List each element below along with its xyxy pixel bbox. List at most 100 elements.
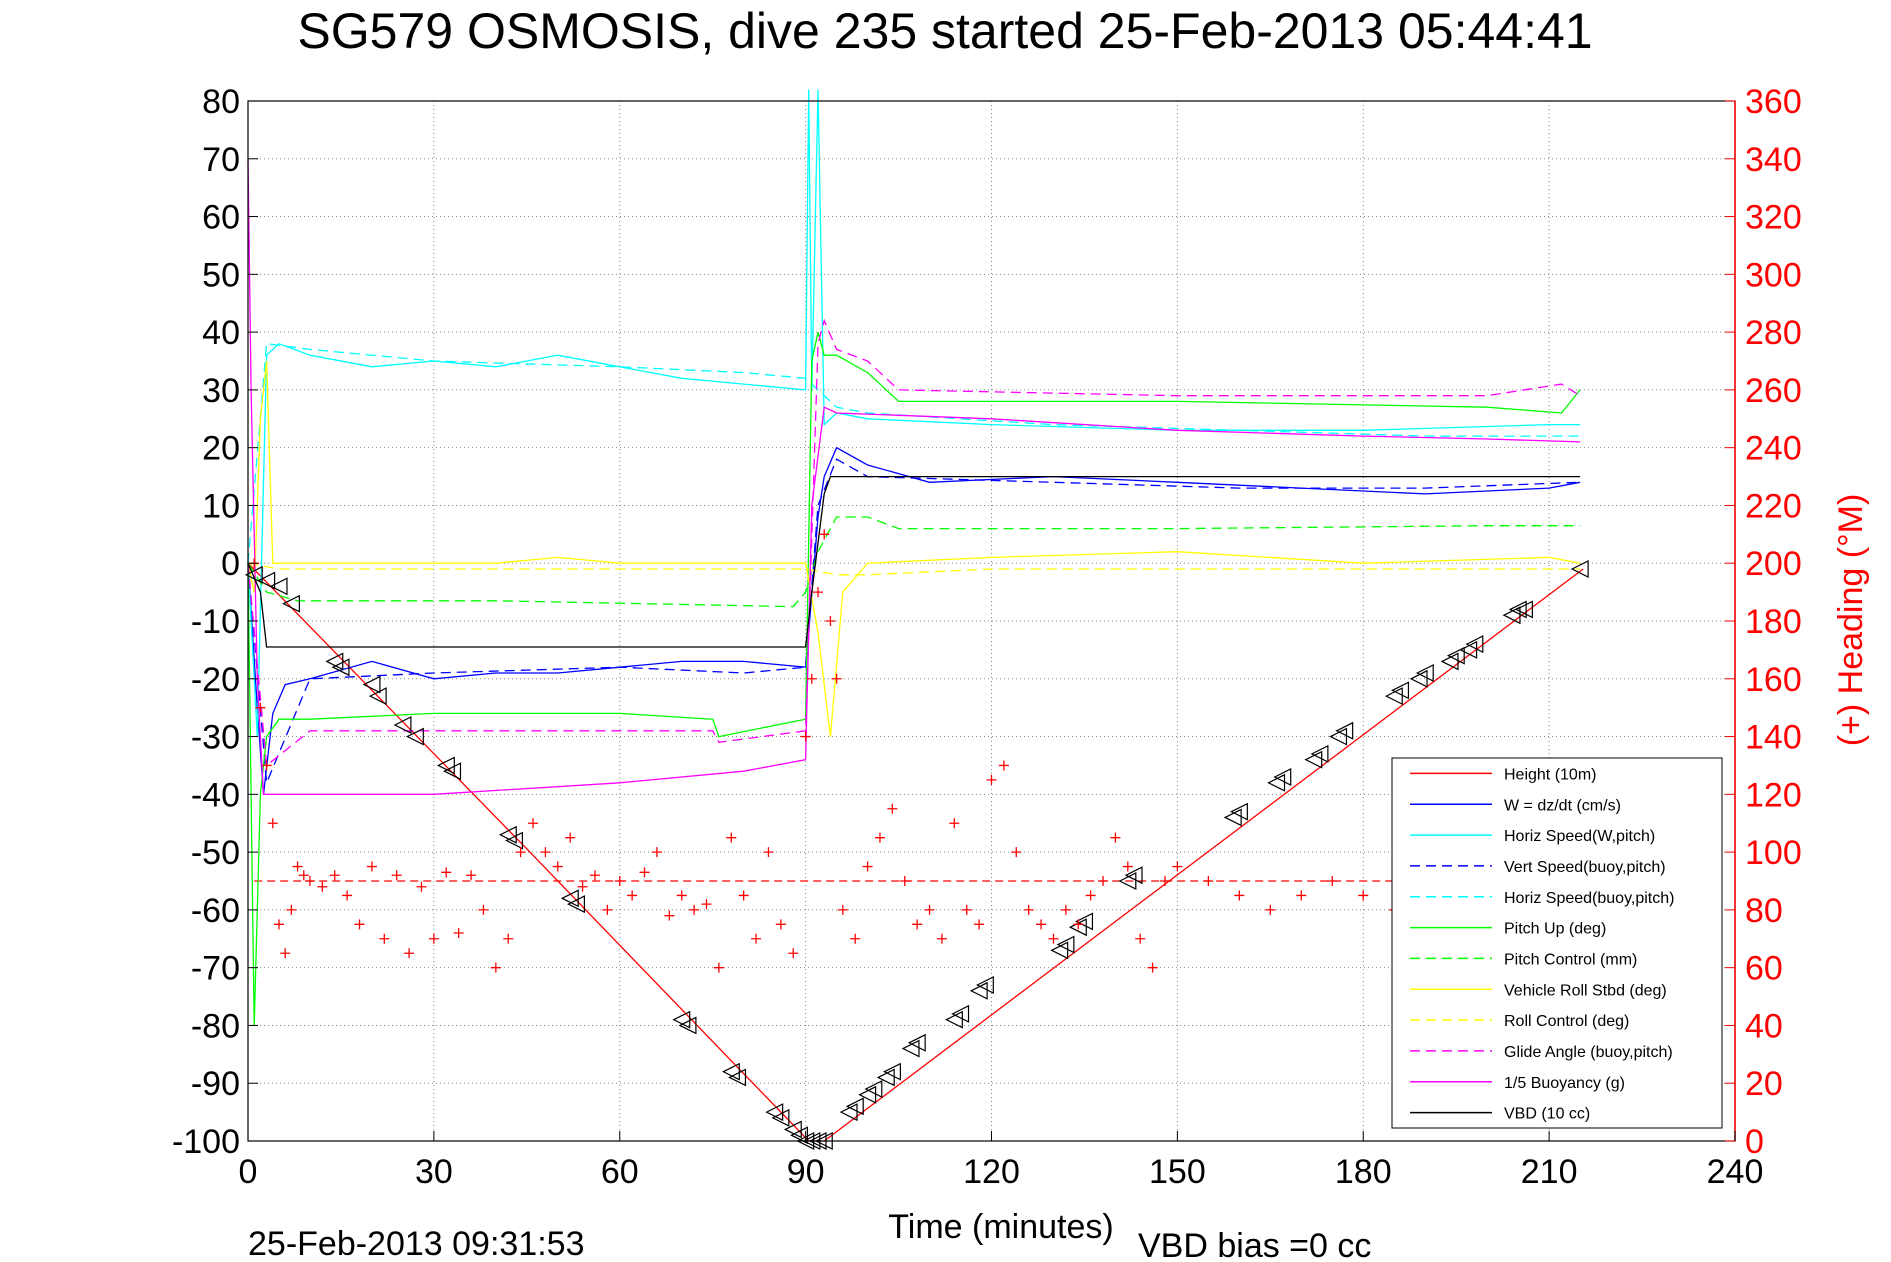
height-marker	[1267, 773, 1286, 792]
heading-point	[292, 861, 303, 872]
height-marker	[1440, 652, 1459, 671]
heading-point	[478, 904, 489, 915]
heading-point	[515, 847, 526, 858]
heading-point	[1110, 832, 1121, 843]
height-marker	[331, 658, 350, 677]
heading-point	[974, 919, 985, 930]
heading-point	[639, 867, 650, 878]
series-line-2	[247, 89, 1581, 737]
footer-vbd-bias: VBD bias =0 cc	[1138, 1227, 1371, 1262]
grid	[248, 101, 1735, 1141]
heading-point	[441, 867, 452, 878]
heading-point	[1203, 876, 1214, 886]
heading-point	[298, 870, 309, 881]
heading-point	[713, 962, 724, 973]
height-marker	[1329, 727, 1348, 746]
heading-point	[689, 904, 700, 915]
heading-point	[540, 847, 551, 858]
heading-point	[726, 832, 737, 843]
heading-point	[267, 818, 278, 829]
y-tick-label: -60	[191, 892, 240, 930]
heading-point	[874, 832, 885, 843]
x-tick-label: 240	[1707, 1153, 1764, 1191]
height-marker	[325, 652, 344, 671]
height-marker	[858, 1085, 877, 1104]
height-marker	[1056, 935, 1075, 954]
heading-point	[1135, 933, 1146, 944]
height-marker	[839, 1103, 858, 1122]
heading-point	[800, 731, 811, 742]
heading-point	[837, 904, 848, 915]
y-tick-label: 20	[202, 430, 240, 468]
y-tick-label: 80	[202, 83, 240, 121]
height-marker	[864, 1080, 883, 1098]
y-tick-label: -20	[191, 661, 240, 699]
legend-label-7: Vehicle Roll Stbd (deg)	[1504, 982, 1667, 999]
legend-label-8: Roll Control (deg)	[1504, 1013, 1629, 1030]
heading-point	[1147, 962, 1158, 973]
heading-point	[831, 673, 842, 684]
y-right-tick-label: 120	[1745, 776, 1802, 814]
heading-point	[627, 890, 638, 901]
height-marker	[1310, 744, 1329, 763]
heading-point	[1023, 904, 1034, 915]
heading-point	[1048, 933, 1059, 944]
heading-point	[404, 948, 415, 959]
heading-point	[862, 861, 873, 872]
heading-point	[379, 933, 390, 944]
heading-point	[1172, 861, 1183, 872]
y-tick-label: -40	[191, 776, 240, 814]
height-marker	[1118, 872, 1137, 890]
height-marker	[1050, 941, 1069, 960]
heading-point	[1159, 876, 1170, 886]
height-marker	[1223, 808, 1242, 827]
x-tick-label: 150	[1149, 1153, 1206, 1191]
heading-point	[342, 890, 353, 901]
height-marker	[1415, 664, 1434, 682]
heading-point	[775, 919, 786, 930]
height-marker	[1508, 600, 1527, 619]
heading-point	[1073, 919, 1084, 930]
y-tick-label: 50	[202, 256, 240, 294]
height-marker	[845, 1097, 864, 1116]
legend-label-3: Vert Speed(buoy,pitch)	[1504, 859, 1666, 876]
heading-point	[763, 847, 774, 858]
x-tick-label: 210	[1521, 1153, 1578, 1191]
legend-label-4: Horiz Speed(buoy,pitch)	[1504, 890, 1674, 907]
y-tick-label: 30	[202, 372, 240, 410]
x-tick-label: 120	[963, 1153, 1020, 1191]
heading-point	[1011, 847, 1022, 858]
x-tick-label: 0	[239, 1153, 258, 1191]
series-line-3	[247, 458, 1581, 784]
y-right-tick-label: 240	[1745, 430, 1802, 468]
heading-point	[255, 702, 266, 713]
heading-point	[614, 876, 625, 886]
heading-point	[887, 803, 898, 814]
y-right-tick-label: 20	[1745, 1065, 1783, 1103]
height-marker	[944, 1010, 963, 1029]
y-tick-label: -50	[191, 834, 240, 872]
height-marker	[678, 1016, 697, 1035]
height-marker	[257, 571, 276, 590]
heading-point	[1358, 890, 1369, 901]
heading-point	[701, 899, 712, 910]
heading-point	[280, 948, 291, 959]
height-marker	[975, 976, 994, 994]
heading-point	[577, 881, 588, 892]
heading-point	[602, 904, 613, 915]
y-right-tick-label: 200	[1745, 545, 1802, 583]
height-marker	[1446, 646, 1465, 665]
height-marker	[1465, 635, 1484, 654]
height-marker	[901, 1039, 920, 1058]
y-tick-label: 10	[202, 487, 240, 525]
y-right-tick-label: 340	[1745, 141, 1802, 179]
height-marker	[1229, 802, 1248, 821]
heading-point	[676, 890, 687, 901]
heading-point	[1265, 904, 1276, 915]
heading-point	[912, 919, 923, 930]
heading-point	[949, 818, 960, 829]
heading-point	[924, 904, 935, 915]
heading-point	[391, 870, 402, 881]
heading-point	[1036, 919, 1047, 930]
height-marker	[436, 756, 455, 775]
